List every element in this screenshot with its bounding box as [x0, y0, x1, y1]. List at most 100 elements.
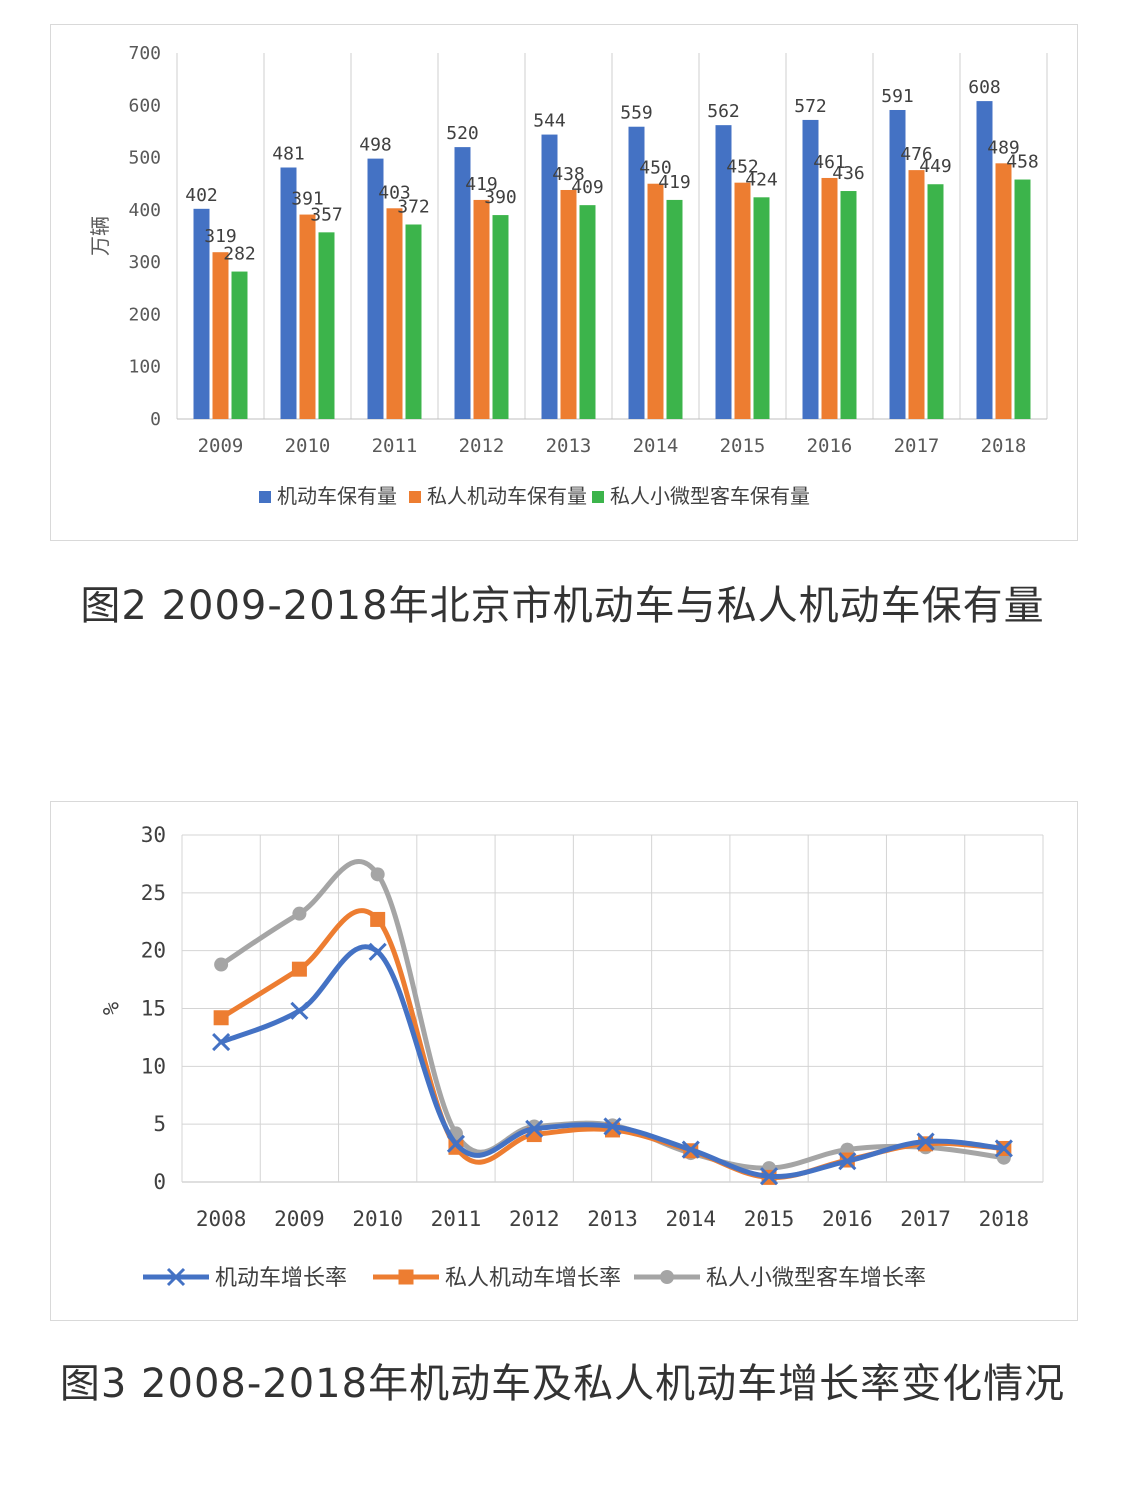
data-label: 319 [204, 226, 237, 247]
bar [753, 197, 770, 419]
y-tick-label: 600 [128, 95, 161, 116]
bar [560, 189, 577, 419]
data-label: 282 [223, 244, 256, 265]
data-label: 403 [378, 182, 411, 203]
x-tick-label: 2010 [352, 1207, 403, 1231]
data-point [838, 1152, 857, 1171]
data-label: 591 [881, 86, 914, 107]
marker-stroke [368, 942, 387, 961]
bar [193, 208, 210, 419]
legend-label: 私人机动车保有量 [427, 484, 587, 508]
bar [492, 215, 509, 419]
figure-caption-3: 图3 2008-2018年机动车及私人机动车增长率变化情况 [59, 1361, 1066, 1407]
x-tick-label: 2011 [372, 435, 418, 457]
x-tick-label: 2018 [981, 435, 1027, 457]
x-tick-label: 2012 [509, 1207, 560, 1231]
data-point [290, 1001, 309, 1020]
y-tick-label: 30 [141, 823, 166, 847]
data-label: 402 [185, 185, 218, 206]
legend-swatch [409, 491, 421, 503]
marker-stroke [994, 1139, 1013, 1158]
data-label: 450 [639, 158, 672, 179]
y-axis-label: % [97, 1002, 122, 1015]
x-tick-label: 2015 [720, 435, 766, 457]
x-tick-label: 2014 [633, 435, 679, 457]
bar [473, 199, 490, 419]
y-tick-label: 0 [153, 1170, 166, 1194]
data-label: 357 [310, 204, 343, 225]
bar [908, 170, 925, 419]
bar-chart-panel: 0 100 200 300 400 500 600 700 万辆 2009 402 319 282 201… [50, 24, 1078, 541]
figure-caption-2: 图2 2009-2018年北京市机动车与私人机动车保有量 [80, 583, 1045, 629]
x-tick-label: 2015 [744, 1207, 795, 1231]
y-tick-label: 500 [128, 148, 161, 169]
data-label: 489 [987, 137, 1020, 158]
marker-stroke [603, 1117, 622, 1136]
bar [927, 184, 944, 419]
data-label: 449 [919, 156, 952, 177]
bar [299, 214, 316, 419]
marker-stroke [446, 1134, 466, 1153]
marker-stroke [166, 1267, 186, 1287]
legend-swatch [259, 491, 271, 503]
bar [579, 205, 596, 419]
legend-label: 私人机动车增长率 [445, 1266, 621, 1291]
bar [541, 134, 558, 419]
y-tick-label: 200 [128, 304, 161, 325]
data-point [212, 1032, 231, 1052]
data-label: 461 [813, 152, 846, 173]
x-tick-label: 2017 [900, 1207, 951, 1231]
data-point [603, 1117, 622, 1136]
legend-swatch [592, 491, 604, 503]
bar [318, 232, 335, 419]
data-label: 419 [465, 174, 498, 195]
data-label: 520 [446, 123, 479, 144]
y-tick-label: 15 [141, 997, 166, 1021]
x-tick-label: 2012 [459, 435, 505, 457]
data-label: 572 [794, 96, 827, 117]
data-point [292, 906, 307, 921]
data-point [213, 1010, 229, 1026]
bar [212, 252, 229, 419]
data-label: 544 [533, 111, 566, 132]
bar [454, 147, 471, 419]
bar [628, 126, 645, 420]
data-point [916, 1132, 935, 1151]
growth-rate-line-chart: 0 5 10 15 20 25 30% 2008 2009 2010 2011 2012 2013 201… [97, 823, 1044, 1291]
bar [647, 183, 664, 419]
bar [405, 224, 422, 419]
x-tick-label: 2009 [274, 1207, 325, 1231]
data-label: 452 [726, 157, 759, 178]
data-point [681, 1140, 700, 1159]
marker-stroke [681, 1140, 700, 1159]
data-label: 372 [397, 196, 430, 217]
bar [889, 109, 906, 420]
legend-marker [166, 1267, 186, 1287]
bar [995, 163, 1012, 419]
data-point [525, 1119, 544, 1138]
bar [231, 271, 248, 419]
x-tick-label: 2013 [546, 435, 592, 457]
y-tick-label: 10 [141, 1054, 166, 1078]
series-line [218, 944, 1007, 1179]
data-label: 458 [1006, 152, 1039, 173]
bar [1014, 179, 1031, 419]
data-point [291, 961, 307, 977]
data-label: 476 [900, 144, 933, 165]
data-point [368, 942, 387, 961]
y-tick-label: 400 [128, 200, 161, 221]
y-tick-label: 100 [128, 357, 161, 378]
legend-marker [660, 1270, 674, 1284]
x-tick-label: 2013 [587, 1207, 638, 1231]
data-label: 481 [272, 144, 305, 165]
line-chart-panel: 0 5 10 15 20 25 30% 2008 2009 2010 2011 2012 2013 201… [50, 801, 1078, 1321]
legend-label: 私人小微型客车增长率 [706, 1266, 926, 1291]
legend-label: 机动车保有量 [277, 484, 397, 508]
bar [715, 125, 732, 419]
y-tick-label: 300 [128, 252, 161, 273]
y-axis-label: 万辆 [88, 216, 112, 256]
y-tick-label: 5 [153, 1112, 166, 1136]
x-tick-label: 2008 [196, 1207, 247, 1231]
x-tick-label: 2010 [285, 435, 331, 457]
data-label: 562 [707, 101, 740, 122]
